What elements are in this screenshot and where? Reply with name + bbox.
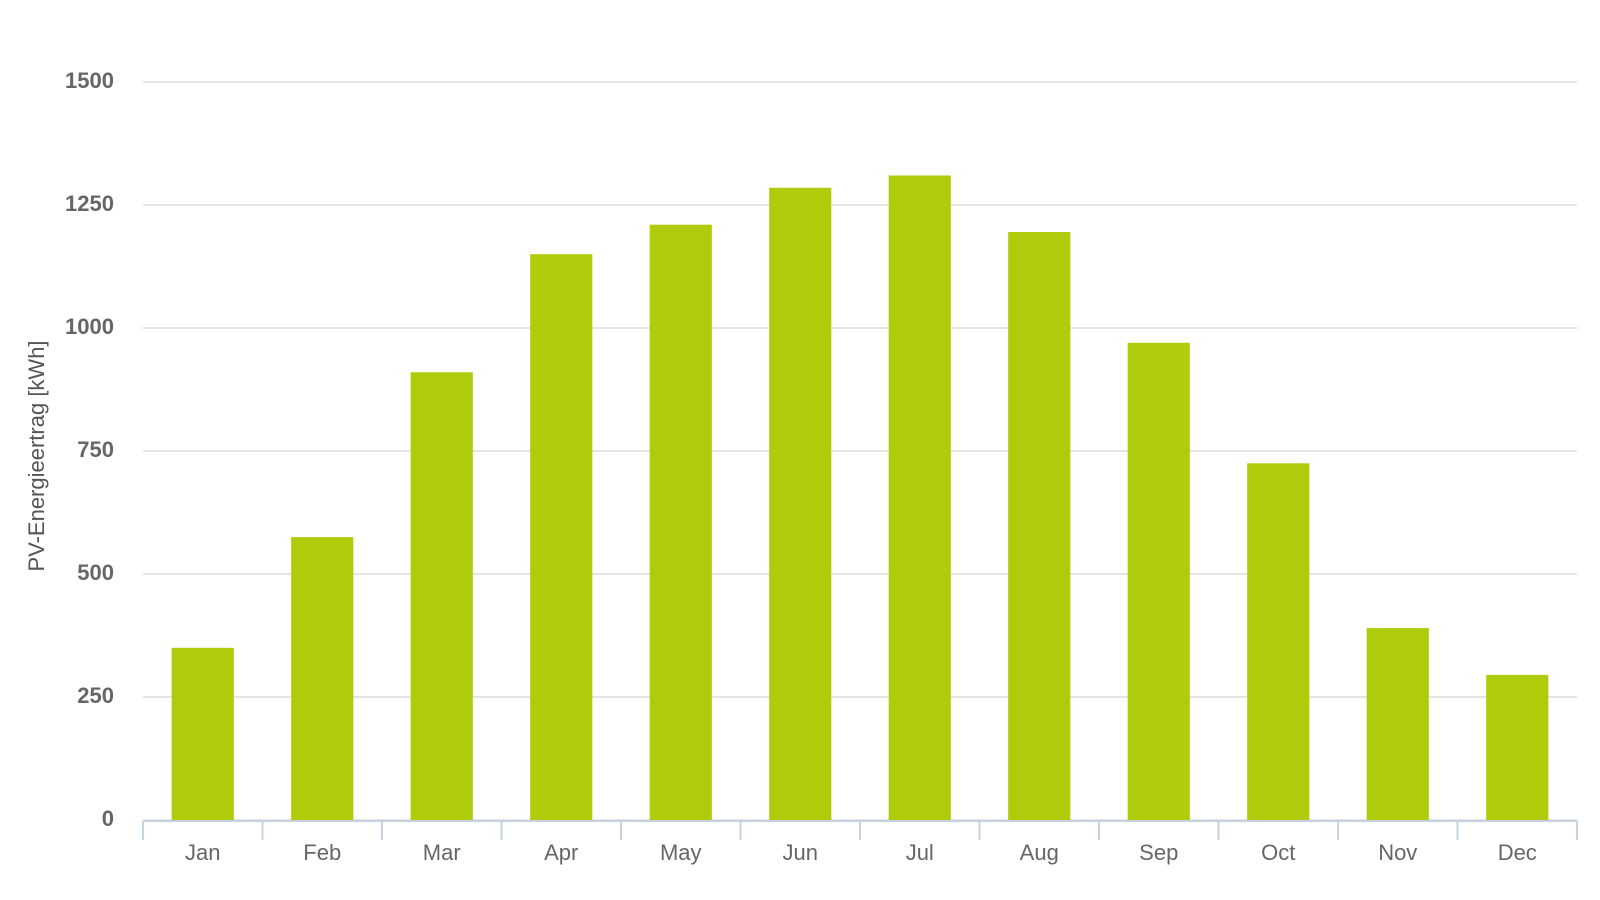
y-tick-label: 500 [77, 560, 114, 585]
bar [649, 224, 712, 820]
bar [410, 372, 473, 820]
y-tick-label: 1000 [65, 314, 114, 339]
bar [888, 175, 951, 821]
y-axis-label: PV-Energieertrag [kWh] [24, 340, 49, 571]
bar [1486, 674, 1549, 820]
y-tick-label: 0 [102, 806, 114, 831]
y-tick-label: 1250 [65, 191, 114, 216]
x-tick-label: Mar [423, 840, 461, 865]
y-tick-label: 250 [77, 683, 114, 708]
bar [769, 187, 832, 820]
x-tick-label: Oct [1261, 840, 1295, 865]
x-tick-label: Apr [544, 840, 578, 865]
bar [1127, 342, 1190, 820]
x-tick-label: Dec [1498, 840, 1537, 865]
x-tick-label: Jan [185, 840, 220, 865]
bar [530, 254, 593, 820]
x-tick-label: Sep [1139, 840, 1178, 865]
x-tick-label: Nov [1378, 840, 1417, 865]
bar [291, 537, 354, 820]
bar [1008, 232, 1071, 820]
y-tick-label: 1500 [65, 68, 114, 93]
x-tick-label: May [660, 840, 702, 865]
bar [171, 647, 234, 820]
y-tick-label: 750 [77, 437, 114, 462]
x-tick-label: Feb [303, 840, 341, 865]
bar [1247, 463, 1310, 820]
bar [1366, 628, 1429, 820]
x-tick-label: Aug [1020, 840, 1059, 865]
x-tick-label: Jun [783, 840, 818, 865]
x-tick-label: Jul [906, 840, 934, 865]
